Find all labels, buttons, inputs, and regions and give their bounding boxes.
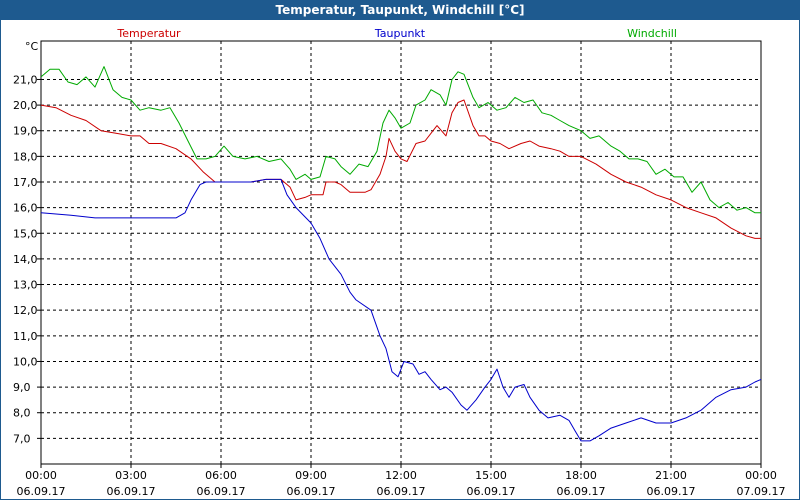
y-tick-label: 11,0 xyxy=(13,330,38,343)
chart-title: Temperatur, Taupunkt, Windchill [°C] xyxy=(1,1,799,20)
series-lines xyxy=(40,66,762,442)
x-tick-date: 06.09.17 xyxy=(467,485,516,498)
y-tick-label: 10,0 xyxy=(13,355,38,368)
x-tick-date: 06.09.17 xyxy=(287,485,336,498)
axes: 7,0 8,0 9,0 10,0 11,0 12,0 13,0 14,0 15,0 16,0 17,… xyxy=(13,40,785,498)
x-tick-time: 06:00 xyxy=(205,469,237,482)
x-tick-time: 00:00 xyxy=(25,469,57,482)
y-tick-label: 13,0 xyxy=(13,279,38,292)
x-tick-time: 09:00 xyxy=(295,469,327,482)
y-tick-label: 15,0 xyxy=(13,227,38,240)
y-tick-label: 21,0 xyxy=(13,73,38,86)
y-tick-label: 18,0 xyxy=(13,150,38,163)
y-axis-unit: °C xyxy=(25,40,39,53)
x-tick-date: 06.09.17 xyxy=(647,485,696,498)
legend-taupunkt: Taupunkt xyxy=(374,27,426,40)
x-tick-time: 18:00 xyxy=(565,469,597,482)
y-tick-label: 9,0 xyxy=(13,381,31,394)
series-line-windchill xyxy=(40,66,761,214)
x-tick-time: 12:00 xyxy=(385,469,417,482)
x-tick-date: 07.09.17 xyxy=(737,485,786,498)
y-tick-label: 17,0 xyxy=(13,176,38,189)
y-tick-label: 14,0 xyxy=(13,253,38,266)
series-line-temperatur xyxy=(40,99,761,239)
y-tick-label: 7,0 xyxy=(13,432,31,445)
legend: Temperatur Taupunkt Windchill xyxy=(116,27,677,40)
x-tick-time: 15:00 xyxy=(475,469,507,482)
x-tick-time: 03:00 xyxy=(115,469,147,482)
x-tick-time: 00:00 xyxy=(745,469,777,482)
grid-lines xyxy=(41,41,761,464)
x-tick-date: 06.09.17 xyxy=(377,485,426,498)
legend-temperatur: Temperatur xyxy=(116,27,181,40)
legend-windchill: Windchill xyxy=(627,27,677,40)
y-tick-label: 8,0 xyxy=(13,407,31,420)
y-tick-label: 12,0 xyxy=(13,304,38,317)
x-tick-time: 21:00 xyxy=(655,469,687,482)
series-line-taupunkt xyxy=(40,178,762,442)
x-tick-date: 06.09.17 xyxy=(107,485,156,498)
x-tick-date: 06.09.17 xyxy=(557,485,606,498)
y-tick-label: 20,0 xyxy=(13,99,38,112)
x-tick-date: 06.09.17 xyxy=(17,485,66,498)
y-tick-label: 16,0 xyxy=(13,202,38,215)
x-tick-date: 06.09.17 xyxy=(197,485,246,498)
y-tick-label: 19,0 xyxy=(13,125,38,138)
